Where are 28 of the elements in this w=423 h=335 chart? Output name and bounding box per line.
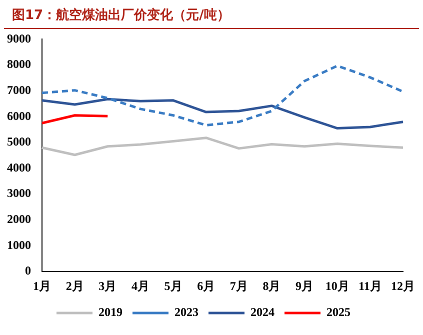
x-tick-label: 4月 [131,278,150,293]
y-tick-label: 7000 [7,82,31,97]
x-tick-label: 6月 [197,278,216,293]
x-tick-label: 12月 [391,278,415,293]
y-tick-label: 0 [25,264,31,278]
legend-label: 2019 [98,305,122,320]
x-tick-label: 9月 [296,278,314,293]
legend-label: 2023 [174,305,198,320]
x-tick-label: 7月 [230,278,248,293]
legend-label: 2024 [250,305,274,320]
line-series [40,64,404,126]
y-tick-label: 3000 [7,186,31,200]
x-tick-label: 11月 [358,278,382,293]
y-tick-label: 8000 [7,57,31,72]
x-tick-label: 2月 [66,278,84,293]
y-tick-label: 6000 [7,108,31,123]
y-tick-label: 9000 [7,31,31,46]
x-tick-label: 3月 [98,278,117,293]
y-tick-label: 5000 [7,134,31,149]
y-tick-label: 4000 [7,160,31,174]
x-tick-label: 8月 [262,278,281,293]
legend-label: 2025 [326,305,350,320]
x-tick-label: 5月 [164,278,182,293]
x-tick-label: 10月 [325,278,350,293]
y-tick-label: 2000 [7,212,31,226]
x-tick-label: 1月 [33,278,51,293]
y-tick-label: 1000 [7,238,31,252]
chart-title: 图17：航空煤油出厂价变化（元/吨） [4,0,419,29]
